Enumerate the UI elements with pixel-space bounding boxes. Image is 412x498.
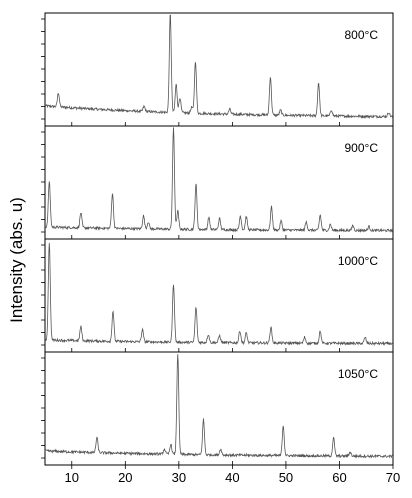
series-label: 900°C xyxy=(345,141,379,155)
x-tick-label: 70 xyxy=(386,470,400,485)
x-tick-label: 30 xyxy=(172,470,186,485)
panels-group: 800°C 900°C 1000°C 1050°C xyxy=(41,12,394,466)
y-axis-label: Intensity (abs. u) xyxy=(7,197,26,323)
series-line xyxy=(44,14,394,119)
series-label: 1000°C xyxy=(338,254,378,268)
panel-0: 800°C xyxy=(41,12,394,127)
panel-1: 900°C xyxy=(41,125,394,240)
series-label: 800°C xyxy=(345,28,379,42)
series-line xyxy=(44,127,394,233)
x-tick-label: 20 xyxy=(118,470,132,485)
x-axis-ticks: 10 20 30 40 50 60 70 xyxy=(65,465,400,485)
panel-2: 1000°C xyxy=(41,238,394,353)
x-tick-label: 60 xyxy=(332,470,346,485)
series-line xyxy=(44,242,394,347)
panel-3: 1050°C xyxy=(41,351,394,466)
x-tick-label: 10 xyxy=(65,470,79,485)
x-tick-label: 50 xyxy=(279,470,293,485)
series-line xyxy=(44,354,394,459)
panel-frame xyxy=(44,351,394,466)
series-label: 1050°C xyxy=(338,367,378,381)
x-tick-label: 40 xyxy=(225,470,239,485)
